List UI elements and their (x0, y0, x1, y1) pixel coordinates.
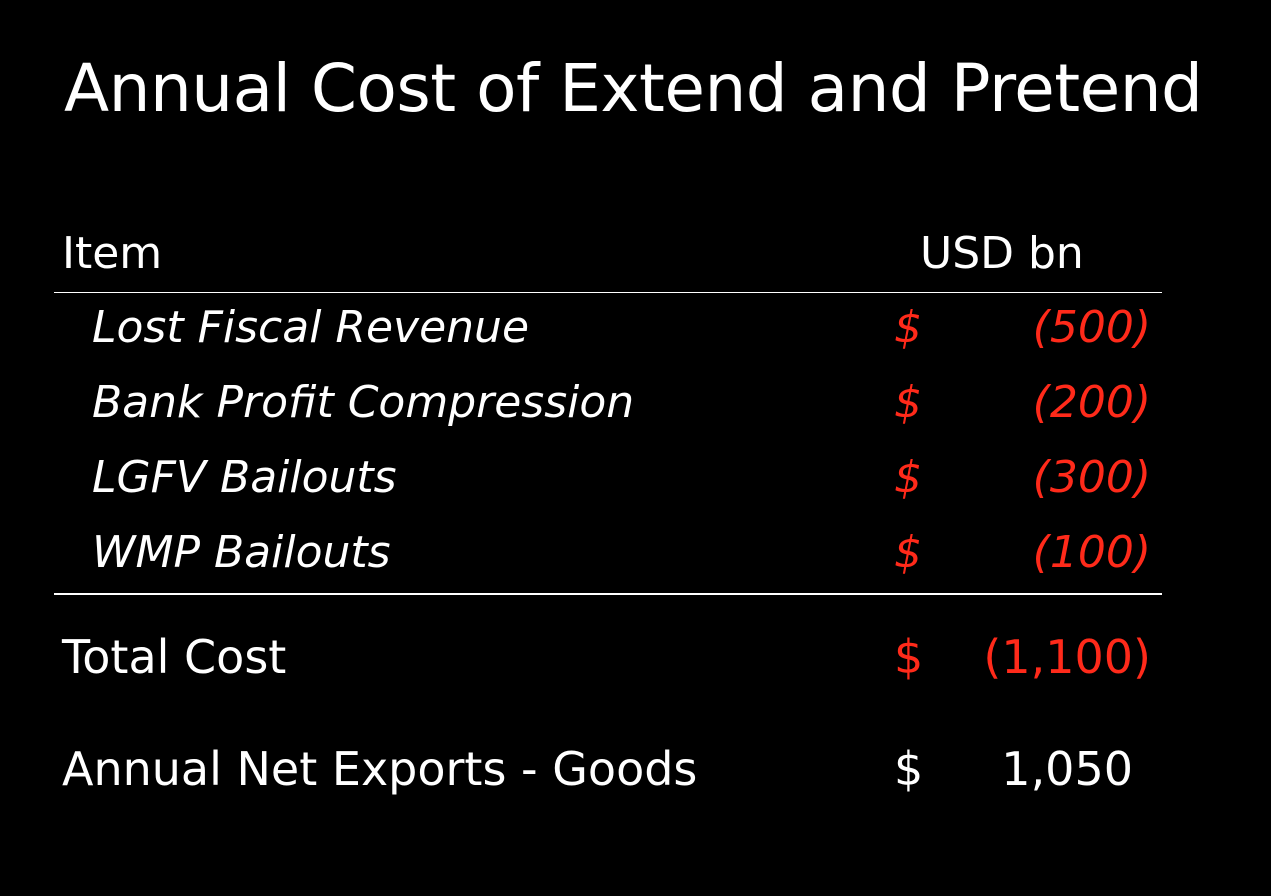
row-currency: $ (894, 302, 922, 353)
total-cost-amount: (1,100) (983, 630, 1151, 684)
row-currency: $ (894, 377, 922, 428)
row-amount: (500) (1033, 302, 1151, 353)
row-amount: (200) (1033, 377, 1151, 428)
total-cost-label: Total Cost (62, 630, 286, 684)
row-amount: (300) (1033, 452, 1151, 503)
row-label: Lost Fiscal Revenue (92, 302, 529, 353)
total-cost-currency: $ (894, 630, 923, 684)
row-label: WMP Bailouts (92, 527, 391, 578)
net-exports-label: Annual Net Exports - Goods (62, 742, 697, 796)
row-amount: (100) (1033, 527, 1151, 578)
net-exports-row: Annual Net Exports - Goods $ 1,050 (0, 742, 1271, 812)
total-divider (54, 593, 1162, 595)
header-divider (54, 292, 1162, 293)
column-header-unit: USD bn (920, 228, 1084, 279)
page-title: Annual Cost of Extend and Pretend (64, 50, 1202, 127)
net-exports-currency: $ (894, 742, 923, 796)
net-exports-amount: 1,050 (1001, 742, 1133, 796)
table-row: Bank Profit Compression $ (200) (0, 377, 1271, 447)
row-label: Bank Profit Compression (92, 377, 634, 428)
table-row: LGFV Bailouts $ (300) (0, 452, 1271, 522)
total-cost-row: Total Cost $ (1,100) (0, 630, 1271, 700)
row-currency: $ (894, 527, 922, 578)
column-header-item: Item (62, 228, 162, 279)
row-currency: $ (894, 452, 922, 503)
table-row: Lost Fiscal Revenue $ (500) (0, 302, 1271, 372)
table-row: WMP Bailouts $ (100) (0, 527, 1271, 597)
row-label: LGFV Bailouts (92, 452, 397, 503)
